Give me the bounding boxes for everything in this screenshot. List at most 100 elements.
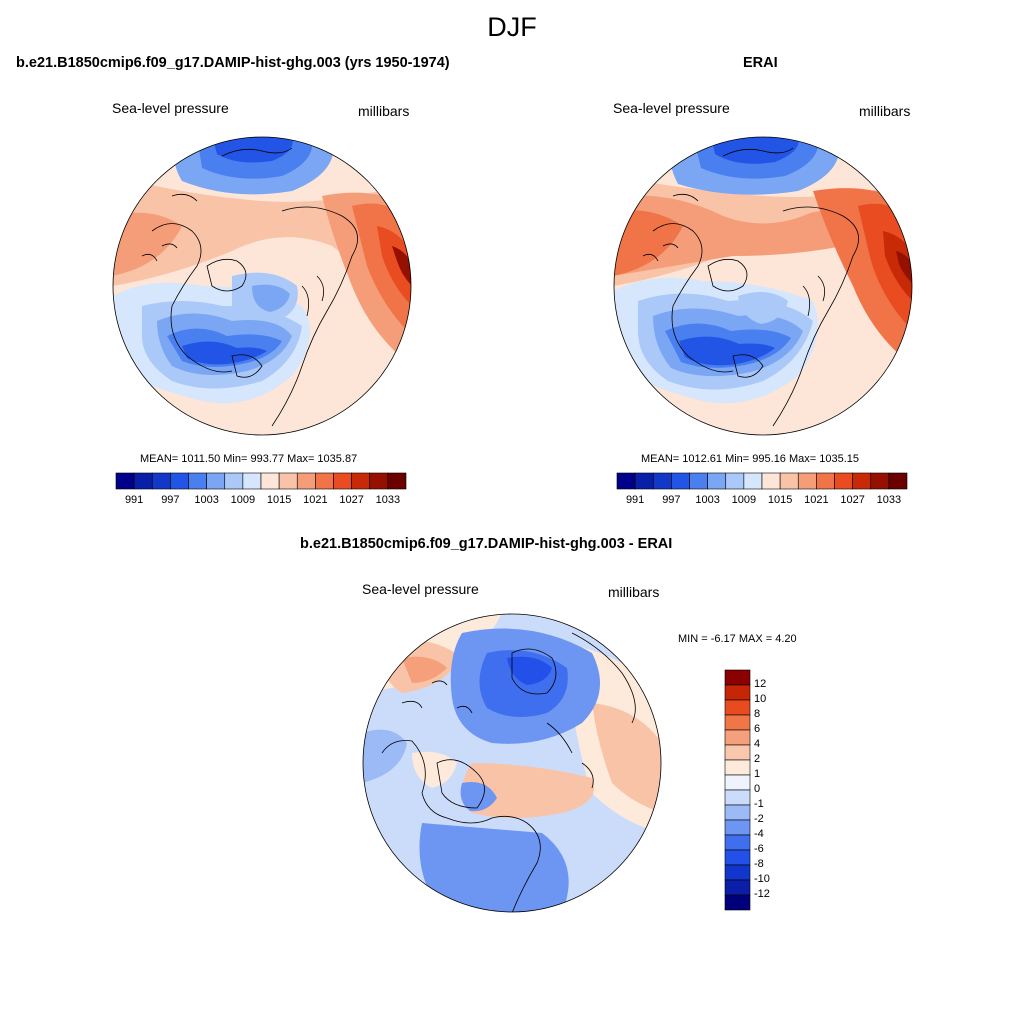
panel-diff-stats: MIN = -6.17 MAX = 4.20 [678,633,797,645]
colorbar-swatch [260,472,280,490]
colorbar-tick-label: -4 [754,828,764,840]
panel-model-colorbar-ticks: 991 997 1003 1009 1015 1021 1027 1033 [116,494,406,508]
panel-erai-map [613,136,913,436]
colorbar-swatch [888,472,908,490]
colorbar-swatch [369,472,389,490]
colorbar-tick-label: 6 [754,723,761,735]
colorbar-tick-label: -12 [754,888,770,900]
colorbar-tick-label: 8 [754,708,761,720]
colorbar-tick-label: 0 [754,783,761,795]
colorbar-swatch [315,472,334,490]
colorbar-swatch [115,472,135,490]
panel-erai-left-label: Sea-level pressure [613,100,730,116]
colorbar-swatch [870,472,890,490]
colorbar-swatch [724,744,751,761]
colorbar-tick-label: -10 [754,873,770,885]
colorbar-swatch [278,472,298,490]
colorbar-swatch [724,729,751,746]
colorbar-tick-label: 12 [754,678,767,690]
colorbar-tick-label: 1021 [804,494,829,506]
colorbar-tick-label: -6 [754,843,764,855]
colorbar-tick-label: 991 [625,494,645,506]
colorbar-tick-label: 1003 [194,494,219,506]
colorbar-swatch [652,472,672,490]
colorbar-tick-label: 2 [754,753,761,765]
colorbar-swatch [797,472,817,490]
panel-diff-right-label: millibars [608,584,660,600]
colorbar-swatch [724,834,751,851]
colorbar-tick-label: 997 [662,494,681,506]
colorbar-swatch [724,759,751,776]
colorbar-tick-label: 10 [754,693,767,705]
colorbar-tick-label: 1027 [339,494,364,506]
colorbar-tick-label: 1015 [266,494,292,506]
colorbar-swatch [724,714,751,731]
colorbar-swatch [724,774,751,791]
colorbar-swatch [816,472,835,490]
colorbar-tick-label: -1 [754,798,764,810]
colorbar-swatch [724,669,751,686]
colorbar-tick-label: 1033 [876,494,902,506]
colorbar-swatch [724,789,751,806]
panel-model-right-label: millibars [358,103,410,119]
colorbar-swatch [725,472,745,490]
colorbar-swatch [151,472,171,490]
colorbar-swatch [724,819,751,836]
colorbar-tick-label: 1021 [303,494,328,506]
figure-title: DJF [487,12,537,42]
colorbar-swatch [224,472,244,490]
colorbar-swatch [724,894,751,911]
colorbar-tick-label: 1 [754,768,761,780]
colorbar-swatch [242,472,262,490]
colorbar-swatch [834,472,853,490]
colorbar-swatch [671,472,690,490]
colorbar-tick-label: 997 [161,494,180,506]
colorbar-swatch [724,849,751,866]
panel-erai-colorbar [616,472,908,490]
colorbar-swatch [779,472,799,490]
colorbar-swatch [689,472,708,490]
colorbar-swatch [351,472,371,490]
colorbar-tick-label: 991 [124,494,144,506]
colorbar-tick-label: 1027 [840,494,865,506]
colorbar-tick-label: 1003 [695,494,720,506]
colorbar-swatch [616,472,636,490]
panel-model-map [112,136,412,436]
colorbar-swatch [206,472,226,490]
colorbar-swatch [707,472,727,490]
colorbar-swatch [387,472,407,490]
colorbar-swatch [333,472,352,490]
panel-model-left-label: Sea-level pressure [112,100,229,116]
panel-erai-title: ERAI [743,55,778,71]
panel-model-colorbar [115,472,407,490]
panel-diff-colorbar-ticks: 12 10 8 6 4 2 1 0 -1 -2 -4 -6 -8 -10 -12 [754,670,794,910]
panel-erai-stats: MEAN= 1012.61 Min= 995.16 Max= 1035.15 [641,453,860,465]
colorbar-tick-label: 1033 [375,494,401,506]
colorbar-tick-label: -8 [754,858,764,870]
colorbar-swatch [724,864,751,881]
colorbar-swatch [296,472,316,490]
panel-diff-title: b.e21.B1850cmip6.f09_g17.DAMIP-hist-ghg.… [300,536,673,552]
colorbar-tick-label: 4 [754,738,761,750]
colorbar-swatch [743,472,763,490]
colorbar-swatch [724,684,751,701]
panel-model-stats: MEAN= 1011.50 Min= 993.77 Max= 1035.87 [140,453,358,465]
colorbar-tick-label: 1015 [767,494,793,506]
colorbar-tick-label: 1009 [230,494,256,506]
colorbar-swatch [188,472,207,490]
colorbar-swatch [724,879,751,896]
panel-erai-right-label: millibars [859,103,911,119]
panel-erai-colorbar-ticks: 991 997 1003 1009 1015 1021 1027 1033 [617,494,907,508]
panel-diff-colorbar [724,669,751,911]
colorbar-swatch [170,472,189,490]
colorbar-tick-label: -2 [754,813,764,825]
panel-model-title: b.e21.B1850cmip6.f09_g17.DAMIP-hist-ghg.… [16,55,450,71]
colorbar-swatch [761,472,781,490]
colorbar-swatch [133,472,153,490]
panel-diff-left-label: Sea-level pressure [362,581,479,597]
colorbar-swatch [724,804,751,821]
colorbar-swatch [724,699,751,716]
panel-diff-map [362,613,662,913]
colorbar-tick-label: 1009 [731,494,757,506]
colorbar-swatch [852,472,872,490]
